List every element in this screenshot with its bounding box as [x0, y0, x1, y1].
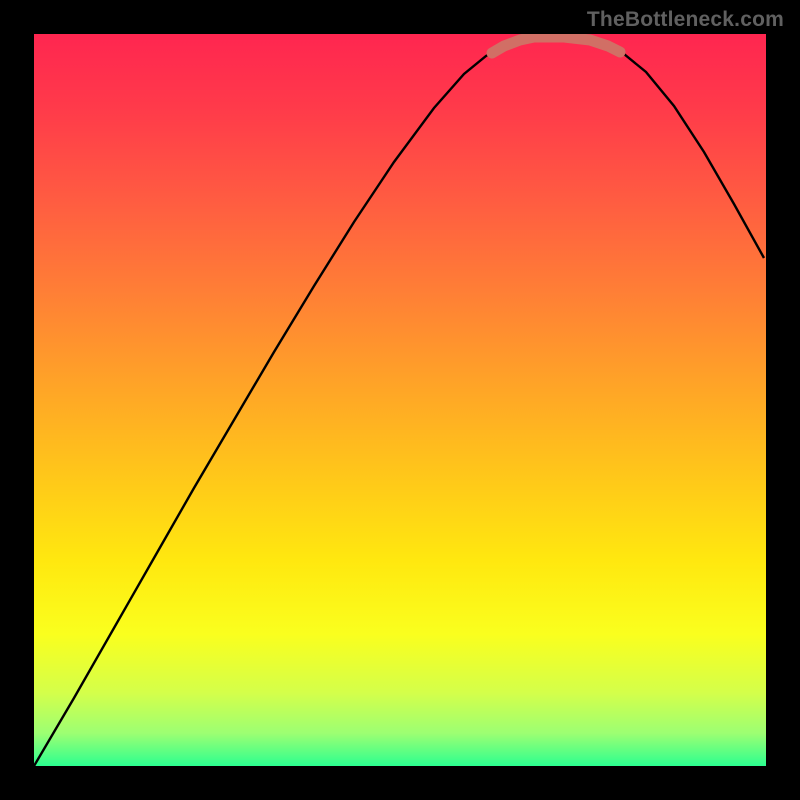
gradient-background: [34, 34, 766, 766]
plot-area: [34, 34, 766, 766]
watermark-text: TheBottleneck.com: [587, 8, 784, 32]
chart-svg: [34, 34, 766, 766]
chart-container: TheBottleneck.com: [0, 0, 800, 800]
plot-frame: [34, 34, 766, 766]
